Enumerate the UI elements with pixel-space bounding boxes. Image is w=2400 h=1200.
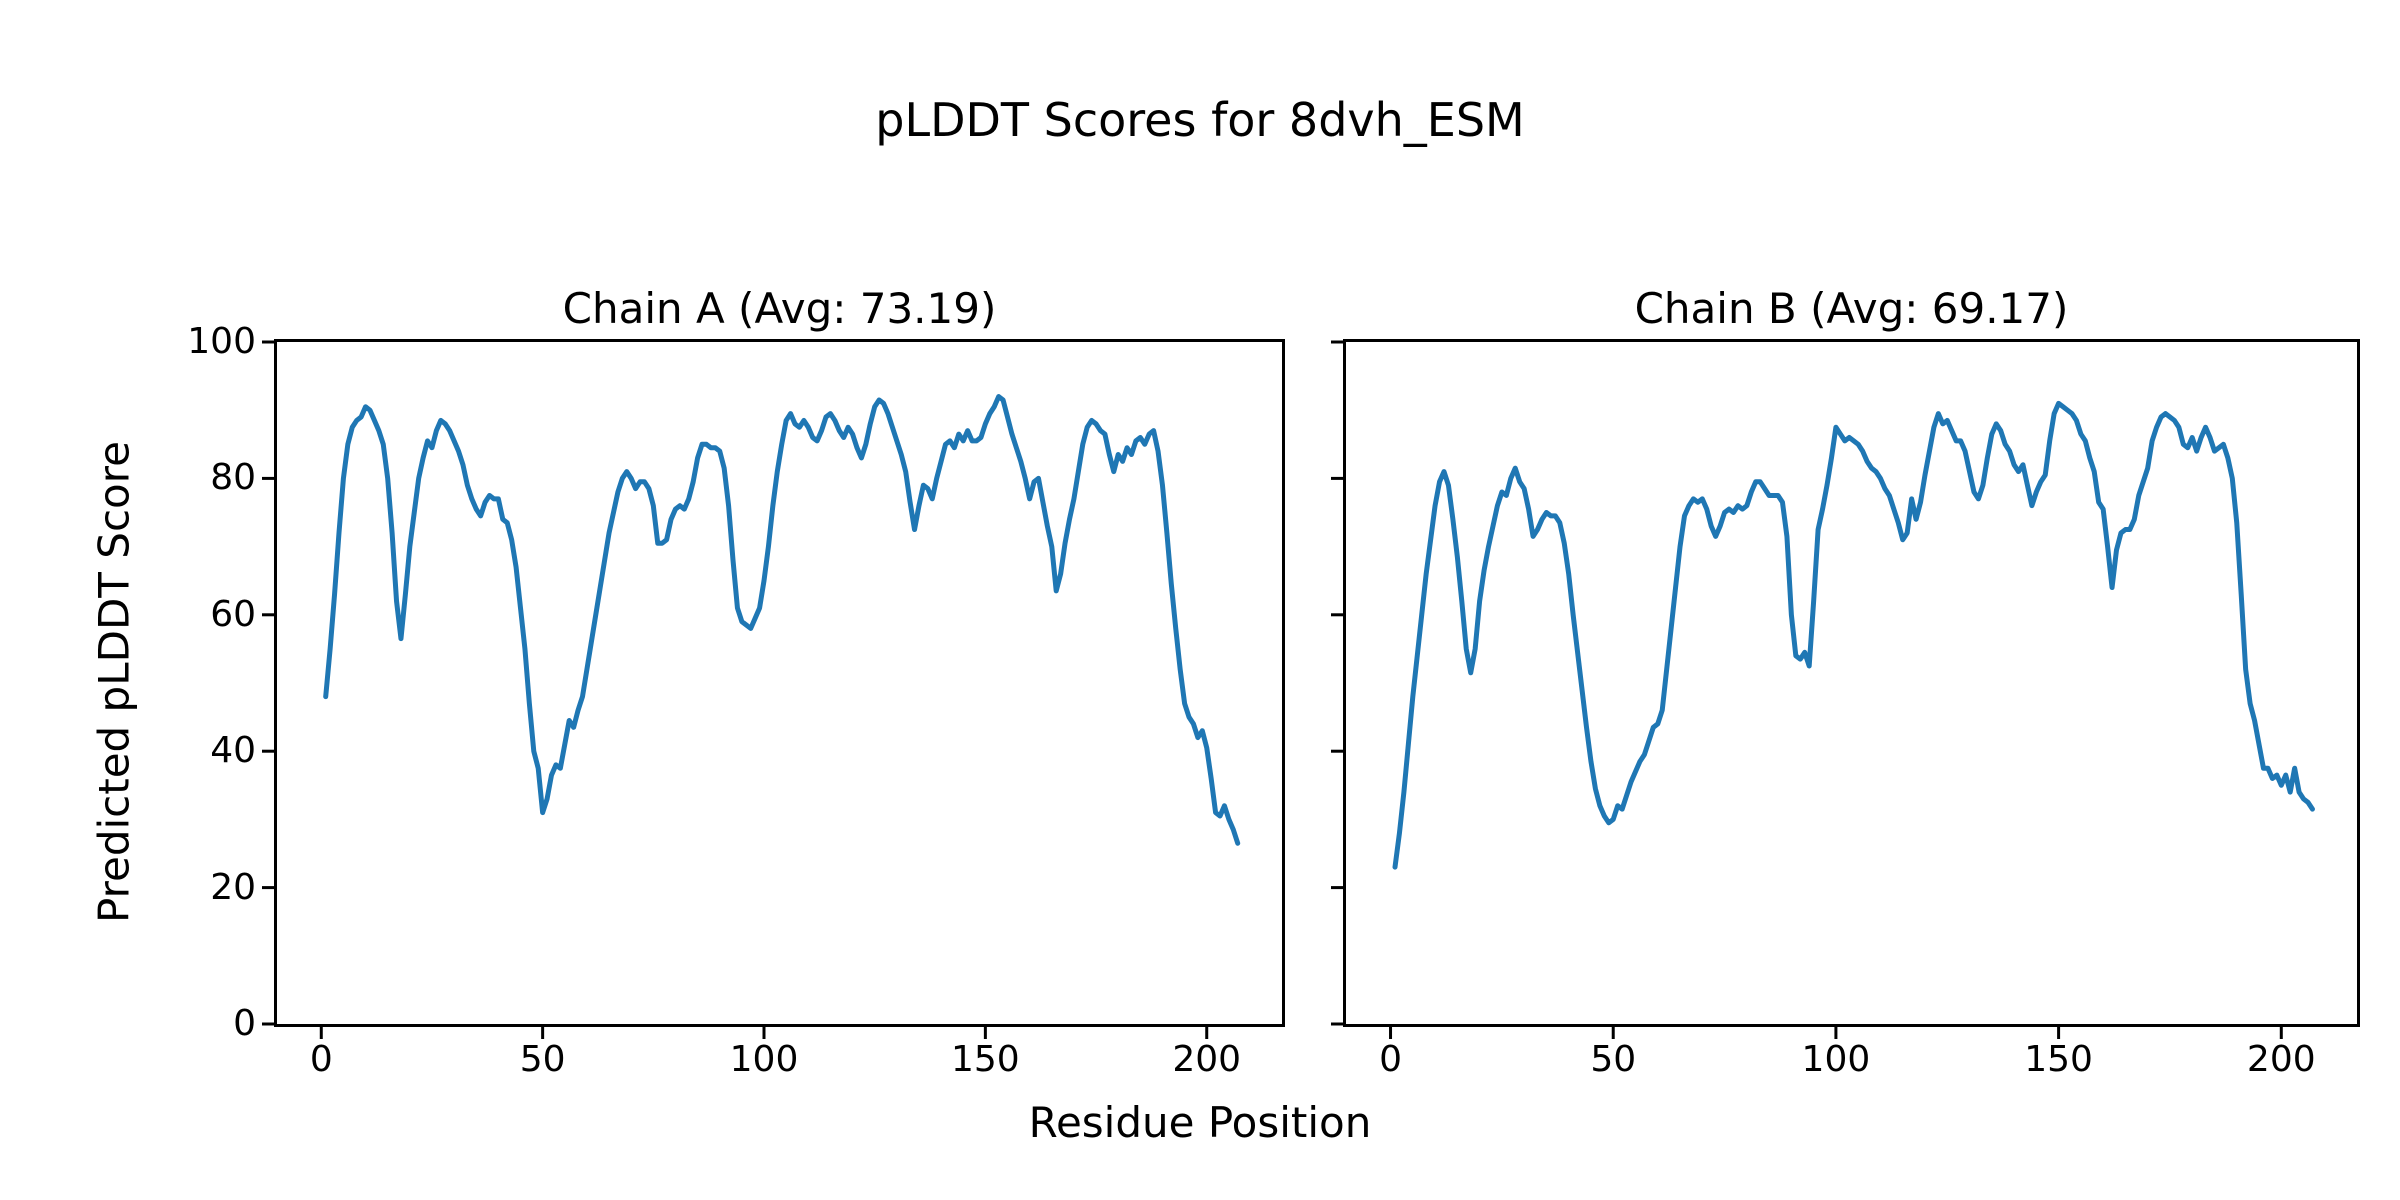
y-tick-label: 40 (210, 730, 256, 772)
x-tick-label: 0 (309, 1039, 333, 1080)
x-tick-label: 0 (1379, 1039, 1402, 1080)
x-tick-label: 200 (1172, 1039, 1242, 1080)
chain-a-axes: Chain A (Avg: 73.19) 0 50 100 150 200 0 20 40 60… (187, 284, 1285, 1078)
y-tick-label: 100 (187, 321, 256, 362)
x-tick-label: 150 (951, 1039, 1020, 1080)
plot-area (262, 340, 1241, 1039)
y-axis-label: Predicted pLDDT Score (89, 441, 139, 923)
x-axis-label: Residue Position (1028, 1098, 1372, 1147)
plot-area (1331, 340, 2315, 1039)
chain-b-title: Chain B (Avg: 69.17) (1634, 284, 2069, 333)
y-tick-label: 20 (210, 866, 256, 908)
x-tick-label: 100 (729, 1039, 799, 1080)
y-tick-label: 80 (210, 457, 256, 499)
x-tick-label: 50 (1590, 1039, 1637, 1080)
x-tick-label: 150 (2024, 1039, 2093, 1080)
x-tick-label: 200 (2246, 1039, 2316, 1080)
chain-b-axes: Chain B (Avg: 69.17) 0 50 100 150 200 (1331, 284, 2360, 1078)
chain-a-title: Chain A (Avg: 73.19) (562, 284, 997, 333)
y-tick-label: 60 (210, 593, 256, 635)
y-tick-label: 0 (233, 1003, 256, 1044)
x-tick-label: 100 (1801, 1039, 1871, 1080)
plddt-line-chain-a (323, 394, 1241, 846)
figure-title: pLDDT Scores for 8dvh_ESM (875, 93, 1525, 147)
x-tick-label: 50 (519, 1039, 566, 1080)
plddt-line-chain-b (1392, 400, 2315, 870)
